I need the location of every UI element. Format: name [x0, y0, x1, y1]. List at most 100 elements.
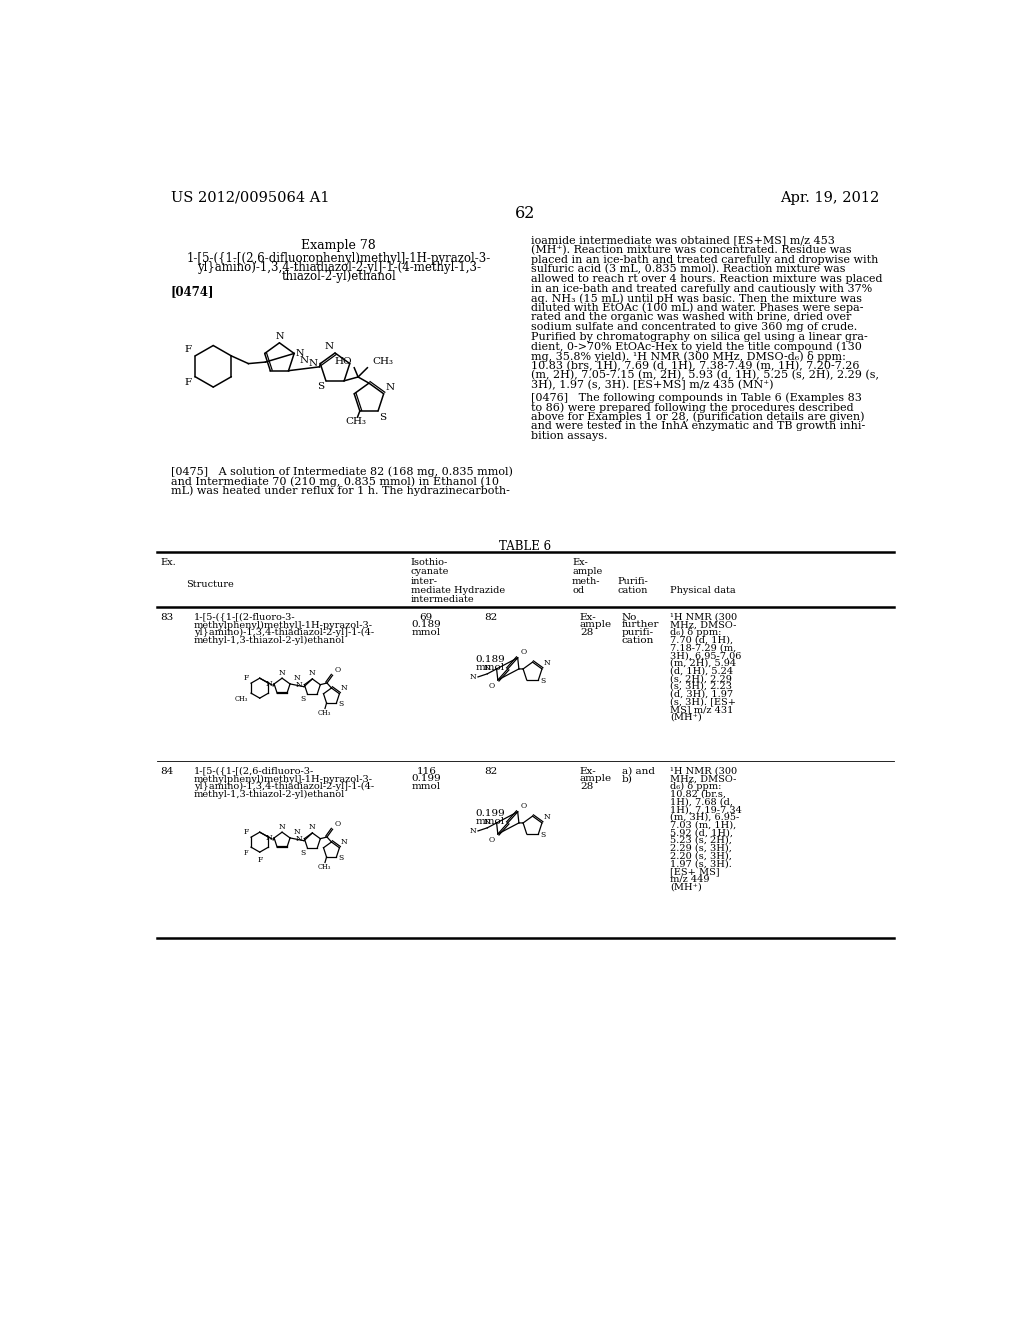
Text: 10.82 (br.s,: 10.82 (br.s, — [671, 789, 726, 799]
Text: 3H), 6.95-7.06: 3H), 6.95-7.06 — [671, 651, 741, 660]
Text: od: od — [572, 586, 585, 595]
Text: ample: ample — [580, 620, 612, 630]
Text: Ex.: Ex. — [161, 558, 176, 568]
Text: O: O — [521, 801, 527, 809]
Text: 0.189: 0.189 — [476, 655, 506, 664]
Text: MS] m/z 431: MS] m/z 431 — [671, 705, 734, 714]
Text: (d, 1H), 5.24: (d, 1H), 5.24 — [671, 667, 733, 676]
Text: cyanate: cyanate — [411, 568, 450, 577]
Text: methylphenyl)methyl]-1H-pyrazol-3-: methylphenyl)methyl]-1H-pyrazol-3- — [194, 620, 373, 630]
Text: 2.29 (s, 3H),: 2.29 (s, 3H), — [671, 843, 732, 853]
Text: F: F — [185, 346, 193, 354]
Text: to 86) were prepared following the procedures described: to 86) were prepared following the proce… — [531, 403, 854, 413]
Text: 0.199: 0.199 — [412, 775, 441, 783]
Text: sulfuric acid (3 mL, 0.835 mmol). Reaction mixture was: sulfuric acid (3 mL, 0.835 mmol). Reacti… — [531, 264, 846, 275]
Text: yl}amino)-1,3,4-thiadiazol-2-yl]-1-(4-methyl-1,3-: yl}amino)-1,3,4-thiadiazol-2-yl]-1-(4-me… — [197, 261, 481, 273]
Text: N: N — [275, 331, 284, 341]
Text: above for Examples 1 or 28, (purification details are given): above for Examples 1 or 28, (purificatio… — [531, 412, 864, 422]
Text: N: N — [296, 681, 303, 689]
Text: Purified by chromatography on silica gel using a linear gra-: Purified by chromatography on silica gel… — [531, 331, 867, 342]
Text: methyl-1,3-thiazol-2-yl)ethanol: methyl-1,3-thiazol-2-yl)ethanol — [194, 636, 345, 645]
Text: (MH⁺): (MH⁺) — [671, 882, 702, 891]
Text: Physical data: Physical data — [671, 586, 736, 595]
Text: F: F — [244, 829, 249, 837]
Text: and were tested in the InhA enzymatic and TB growth inhi-: and were tested in the InhA enzymatic an… — [531, 421, 865, 432]
Text: N: N — [325, 342, 334, 351]
Text: N: N — [294, 828, 300, 837]
Text: O: O — [521, 648, 527, 656]
Text: mmol: mmol — [476, 817, 505, 826]
Text: N: N — [266, 834, 272, 842]
Text: S: S — [301, 849, 306, 857]
Text: ample: ample — [572, 568, 602, 577]
Text: 28: 28 — [580, 781, 593, 791]
Text: 0.189: 0.189 — [412, 620, 441, 630]
Text: CH₃: CH₃ — [234, 696, 248, 704]
Text: [0474]: [0474] — [171, 285, 214, 298]
Text: cation: cation — [622, 636, 654, 644]
Text: N: N — [296, 834, 303, 842]
Text: F: F — [185, 379, 193, 387]
Text: (m, 2H), 7.05-7.15 (m, 2H), 5.93 (d, 1H), 5.25 (s, 2H), 2.29 (s,: (m, 2H), 7.05-7.15 (m, 2H), 5.93 (d, 1H)… — [531, 370, 879, 380]
Text: No: No — [622, 612, 637, 622]
Text: bition assays.: bition assays. — [531, 430, 607, 441]
Text: aq. NH₃ (15 mL) until pH was basic. Then the mixture was: aq. NH₃ (15 mL) until pH was basic. Then… — [531, 293, 862, 304]
Text: HO: HO — [334, 358, 352, 366]
Text: 1-[5-({1-[(2,6-difluoro-3-: 1-[5-({1-[(2,6-difluoro-3- — [194, 767, 314, 776]
Text: methylphenyl)methyl]-1H-pyrazol-3-: methylphenyl)methyl]-1H-pyrazol-3- — [194, 775, 373, 784]
Text: ¹H NMR (300: ¹H NMR (300 — [671, 767, 737, 776]
Text: thiazol-2-yl)ethanol: thiazol-2-yl)ethanol — [282, 271, 396, 282]
Text: (s, 3H), 2.23: (s, 3H), 2.23 — [671, 682, 732, 690]
Text: (MH⁺): (MH⁺) — [671, 713, 702, 722]
Text: and Intermediate 70 (210 mg, 0.835 mmol) in Ethanol (10: and Intermediate 70 (210 mg, 0.835 mmol)… — [171, 477, 499, 487]
Text: (d, 3H), 1.97: (d, 3H), 1.97 — [671, 689, 733, 698]
Text: CH₃: CH₃ — [317, 863, 331, 871]
Text: purifi-: purifi- — [622, 628, 653, 638]
Text: MHz, DMSO-: MHz, DMSO- — [671, 620, 737, 630]
Text: F: F — [257, 855, 262, 865]
Text: N: N — [266, 680, 272, 688]
Text: N: N — [309, 669, 315, 677]
Text: ¹H NMR (300: ¹H NMR (300 — [671, 612, 737, 622]
Text: TABLE 6: TABLE 6 — [499, 540, 551, 553]
Text: mL) was heated under reflux for 1 h. The hydrazinecarboth-: mL) was heated under reflux for 1 h. The… — [171, 486, 510, 496]
Text: 84: 84 — [161, 767, 174, 776]
Text: d₆) δ ppm:: d₆) δ ppm: — [671, 781, 722, 791]
Text: methyl-1,3-thiazol-2-yl)ethanol: methyl-1,3-thiazol-2-yl)ethanol — [194, 789, 345, 799]
Text: yl}amino)-1,3,4-thiadiazol-2-yl]-1-(4-: yl}amino)-1,3,4-thiadiazol-2-yl]-1-(4- — [194, 781, 374, 791]
Text: N: N — [341, 684, 348, 692]
Text: 1.97 (s, 3H).: 1.97 (s, 3H). — [671, 859, 732, 869]
Text: yl}amino)-1,3,4-thiadiazol-2-yl]-1-(4-: yl}amino)-1,3,4-thiadiazol-2-yl]-1-(4- — [194, 628, 374, 638]
Text: 1H), 7.68 (d,: 1H), 7.68 (d, — [671, 797, 733, 807]
Text: (MH⁺). Reaction mixture was concentrated. Residue was: (MH⁺). Reaction mixture was concentrated… — [531, 246, 852, 255]
Text: CH₃: CH₃ — [317, 709, 331, 717]
Text: meth-: meth- — [572, 577, 600, 586]
Text: N: N — [296, 348, 304, 358]
Text: S: S — [540, 830, 545, 838]
Text: 5.23 (s, 2H),: 5.23 (s, 2H), — [671, 836, 732, 845]
Text: O: O — [488, 837, 495, 845]
Text: CH₃: CH₃ — [345, 417, 367, 426]
Text: dient, 0->70% EtOAc-Hex to yield the title compound (130: dient, 0->70% EtOAc-Hex to yield the tit… — [531, 342, 862, 352]
Text: m/z 449: m/z 449 — [671, 875, 710, 883]
Text: O: O — [334, 820, 340, 828]
Text: N: N — [299, 356, 308, 364]
Text: rated and the organic was washed with brine, dried over: rated and the organic was washed with br… — [531, 313, 851, 322]
Text: mmol: mmol — [412, 628, 441, 638]
Text: 10.83 (brs, 1H), 7.69 (d, 1H), 7.38-7.49 (m, 1H), 7.20-7.26: 10.83 (brs, 1H), 7.69 (d, 1H), 7.38-7.49… — [531, 360, 859, 371]
Text: N: N — [309, 824, 315, 832]
Text: N: N — [386, 383, 395, 392]
Text: 83: 83 — [161, 612, 174, 622]
Text: 82: 82 — [484, 612, 498, 622]
Text: a) and: a) and — [622, 767, 654, 776]
Text: [0476]   The following compounds in Table 6 (Examples 83: [0476] The following compounds in Table … — [531, 392, 862, 403]
Text: Ex-: Ex- — [580, 767, 597, 776]
Text: N: N — [470, 673, 476, 681]
Text: S: S — [338, 700, 343, 708]
Text: N: N — [470, 826, 476, 836]
Text: MHz, DMSO-: MHz, DMSO- — [671, 775, 737, 783]
Text: 7.18-7.29 (m,: 7.18-7.29 (m, — [671, 644, 736, 652]
Text: placed in an ice-bath and treated carefully and dropwise with: placed in an ice-bath and treated carefu… — [531, 255, 879, 264]
Text: mediate Hydrazide: mediate Hydrazide — [411, 586, 505, 595]
Text: further: further — [622, 620, 659, 630]
